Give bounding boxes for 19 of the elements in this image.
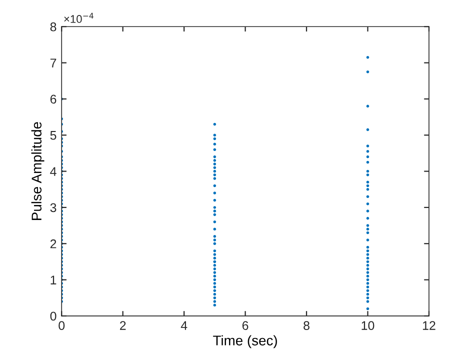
x-tick-label: 6	[242, 321, 248, 330]
y-tick-label: 2	[50, 239, 56, 248]
x-tick-label: 0	[58, 321, 65, 330]
y-tick-label: 8	[50, 22, 56, 32]
text: ×10$^{−4}$	[64, 12, 94, 23]
y-axis-title: Pulse Amplitude	[31, 122, 44, 220]
x-tick-label: 12	[422, 321, 436, 330]
y-tick-label: 4	[50, 167, 56, 176]
y-tick-label: 5	[50, 131, 56, 140]
y-tick-label: 6	[50, 94, 56, 104]
x-tick-label: 4	[180, 321, 188, 330]
x-tick-label: 2	[120, 321, 126, 330]
y-tick-label: 0	[50, 312, 56, 321]
y-tick-label: 3	[50, 203, 56, 212]
y-tick-label: 7	[50, 58, 56, 68]
x-axis-title: Time (sec)	[213, 335, 277, 348]
x-tick-label: 8	[304, 321, 310, 330]
y-tick-label: 1	[50, 276, 56, 284]
x-tick-label: 10	[362, 321, 374, 330]
